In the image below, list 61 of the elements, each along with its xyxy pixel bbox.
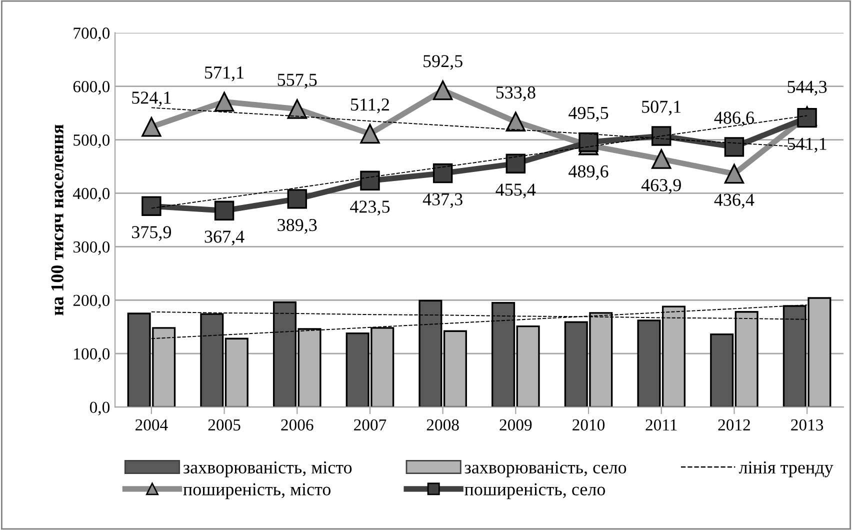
data-label: 455,4 [496, 184, 536, 198]
legend-label: поширеність, місто [183, 483, 331, 500]
legend-label: захворюваність, село [464, 461, 626, 478]
data-label: 437,3 [422, 193, 462, 208]
y-tick-label: 200,0 [73, 294, 110, 308]
x-tick-label: 2009 [500, 419, 532, 431]
y-tick-label: 700,0 [74, 28, 110, 42]
point [652, 149, 672, 169]
y-tick-label: 400,0 [72, 188, 110, 202]
data-label: 389,3 [278, 218, 317, 234]
point [797, 108, 817, 128]
y-tick-label: 300,0 [73, 241, 110, 256]
data-label: 375,9 [132, 226, 172, 241]
point [287, 99, 307, 119]
x-tick-label: 2005 [208, 419, 240, 431]
point [724, 137, 744, 157]
point [360, 170, 380, 191]
point [287, 189, 307, 209]
data-label: 489,6 [568, 165, 608, 180]
data-label: 423,5 [350, 200, 390, 216]
data-label: 463,9 [641, 179, 681, 194]
data-label: 486,6 [714, 112, 754, 126]
point [506, 154, 526, 174]
y-tick-label: 100,0 [74, 348, 110, 362]
x-tick-label: 2006 [281, 419, 314, 431]
legend-label: лінія тренду [738, 461, 834, 478]
data-label: 367,4 [204, 230, 244, 246]
data-label: 524,1 [132, 92, 171, 106]
x-tick-label: 2004 [136, 419, 168, 431]
data-label: 533,8 [496, 86, 536, 102]
data-label: 571,1 [205, 66, 244, 82]
y-tick-label: 500,0 [74, 134, 110, 148]
point [432, 163, 453, 184]
x-tick-label: 2012 [718, 419, 750, 431]
data-label: 507,1 [642, 100, 681, 116]
point [214, 92, 234, 112]
data-label: 544,3 [788, 80, 827, 96]
x-tick-label: 2013 [791, 419, 824, 431]
point [360, 124, 380, 144]
legend-label: захворюваність, місто [183, 461, 352, 478]
data-label: 495,5 [568, 106, 608, 122]
y-tick-label: 0,0 [90, 402, 110, 416]
point [142, 117, 162, 137]
x-tick-label: 2007 [354, 419, 386, 431]
data-label: 436,4 [714, 194, 754, 209]
data-label: 592,5 [424, 55, 462, 70]
data-label: 557,5 [278, 74, 317, 89]
y-axis-title: на 100 тисяч населення [51, 124, 64, 316]
point [506, 112, 526, 132]
x-tick-label: 2010 [572, 419, 605, 431]
point [724, 164, 744, 184]
data-label: 511,2 [351, 98, 389, 114]
legend-label: поширеність, село [464, 483, 606, 500]
point [652, 126, 672, 146]
data-label: 541,1 [788, 138, 826, 153]
y-tick-label: 600,0 [73, 81, 110, 95]
point [142, 196, 162, 216]
x-tick-label: 2011 [646, 419, 677, 431]
point [432, 80, 453, 100]
point [214, 200, 234, 221]
x-tick-label: 2008 [426, 419, 459, 431]
